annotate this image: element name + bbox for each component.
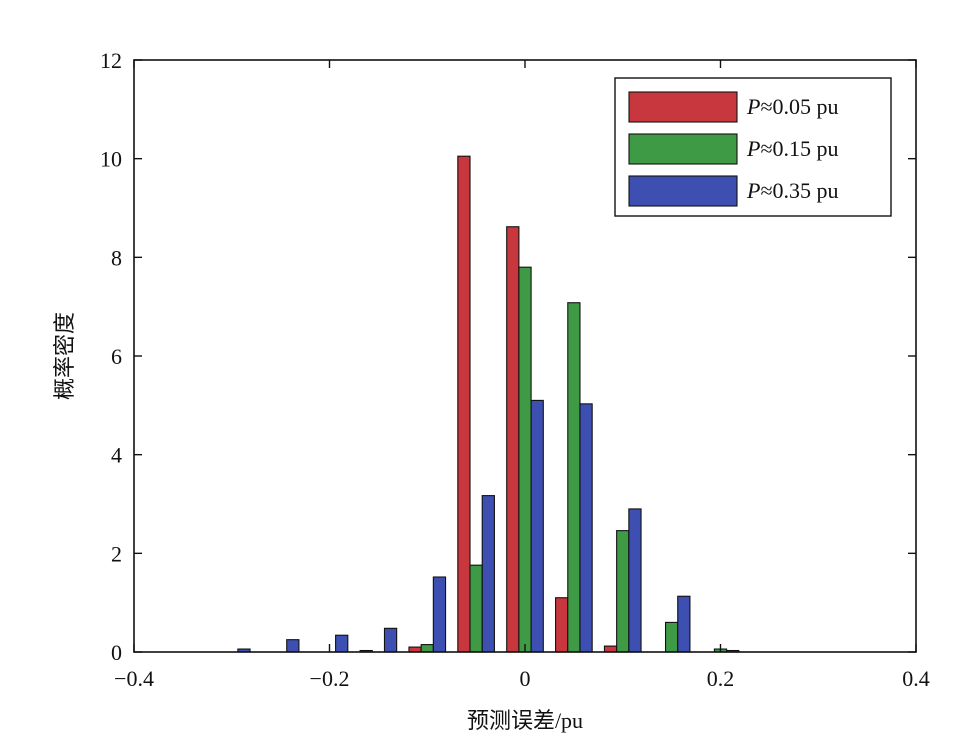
legend-label-3: P≈0.35 pu: [746, 178, 839, 203]
legend: P≈0.05 pu P≈0.15 pu P≈0.35 pu: [614, 77, 892, 217]
y-tick-label: 2: [111, 541, 122, 566]
bar-series-1-bin-7: [457, 155, 471, 653]
bar-series-3-bin-3: [286, 639, 300, 653]
y-tick-label: 8: [111, 245, 122, 270]
bar-series-3-bin-10: [628, 508, 642, 653]
bar-series-2-bin-10: [616, 530, 630, 653]
x-tick-label: −0.4: [114, 666, 154, 691]
bar-series-3-bin-8: [530, 399, 544, 653]
bar-series-3-bin-9: [579, 403, 593, 653]
bar-series-2-bin-9: [567, 302, 581, 653]
tick-labels-layer: −0.4 −0.2 0 0.2 0.4 0 2 4 6 8 10 12: [100, 48, 930, 691]
bar-series-2-bin-6: [420, 644, 434, 653]
x-tick-label: 0: [520, 666, 531, 691]
y-tick-label: 12: [100, 48, 122, 73]
bars-layer: [237, 155, 740, 653]
x-tick-label: 0.4: [902, 666, 930, 691]
x-axis-title: 预测误差/pu: [467, 708, 583, 733]
legend-label-2: P≈0.15 pu: [746, 136, 839, 161]
y-tick-label: 10: [100, 147, 122, 172]
bar-series-2-bin-8: [518, 266, 532, 653]
legend-swatch-2: [628, 133, 738, 165]
legend-swatch-3: [628, 175, 738, 207]
y-axis-title: 概率密度: [52, 312, 77, 400]
x-tick-label: 0.2: [707, 666, 735, 691]
bar-series-3-bin-6: [432, 576, 447, 653]
bar-series-2-bin-7: [469, 564, 483, 653]
y-tick-label: 4: [111, 443, 122, 468]
legend-swatch-1: [628, 91, 738, 123]
legend-label-1: P≈0.05 pu: [746, 94, 839, 119]
bar-series-3-bin-7: [481, 495, 495, 653]
bar-series-1-bin-8: [506, 226, 520, 653]
ticks-layer: [133, 59, 917, 653]
bar-series-1-bin-10: [603, 645, 618, 653]
y-tick-label: 6: [111, 344, 122, 369]
x-tick-label: −0.2: [310, 666, 350, 691]
bar-series-3-bin-5: [383, 627, 398, 653]
bar-series-3-bin-4: [335, 634, 349, 653]
y-tick-label: 0: [111, 640, 122, 665]
bar-series-1-bin-9: [555, 597, 569, 653]
bar-series-3-bin-11: [677, 595, 691, 653]
bar-series-2-bin-11: [664, 621, 679, 653]
